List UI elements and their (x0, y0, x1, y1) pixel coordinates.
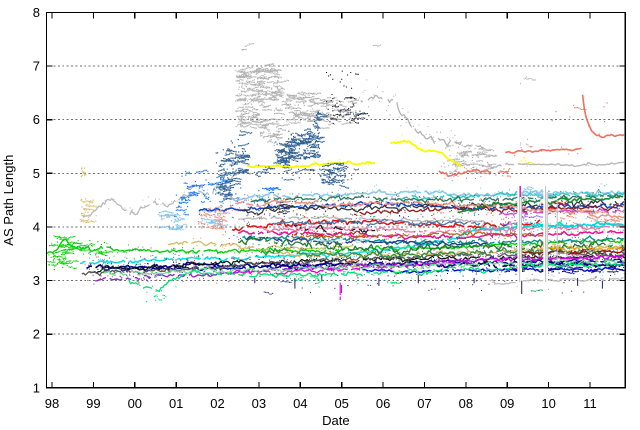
svg-text:6: 6 (33, 112, 40, 127)
svg-text:1: 1 (33, 380, 40, 395)
svg-text:08: 08 (459, 396, 473, 411)
svg-text:10: 10 (541, 396, 555, 411)
svg-text:2: 2 (33, 327, 40, 342)
svg-text:06: 06 (376, 396, 390, 411)
svg-text:03: 03 (252, 396, 266, 411)
svg-text:05: 05 (334, 396, 348, 411)
svg-text:3: 3 (33, 273, 40, 288)
svg-text:98: 98 (45, 396, 59, 411)
svg-text:Date: Date (322, 413, 349, 428)
svg-text:09: 09 (500, 396, 514, 411)
svg-text:7: 7 (33, 59, 40, 74)
svg-text:04: 04 (293, 396, 307, 411)
svg-text:07: 07 (417, 396, 431, 411)
svg-text:8: 8 (33, 5, 40, 20)
svg-text:00: 00 (128, 396, 142, 411)
svg-text:02: 02 (210, 396, 224, 411)
svg-text:4: 4 (33, 220, 40, 235)
svg-text:AS Path Length: AS Path Length (1, 155, 16, 246)
svg-text:5: 5 (33, 166, 40, 181)
svg-text:99: 99 (86, 396, 100, 411)
svg-text:11: 11 (583, 396, 597, 411)
svg-text:01: 01 (169, 396, 183, 411)
